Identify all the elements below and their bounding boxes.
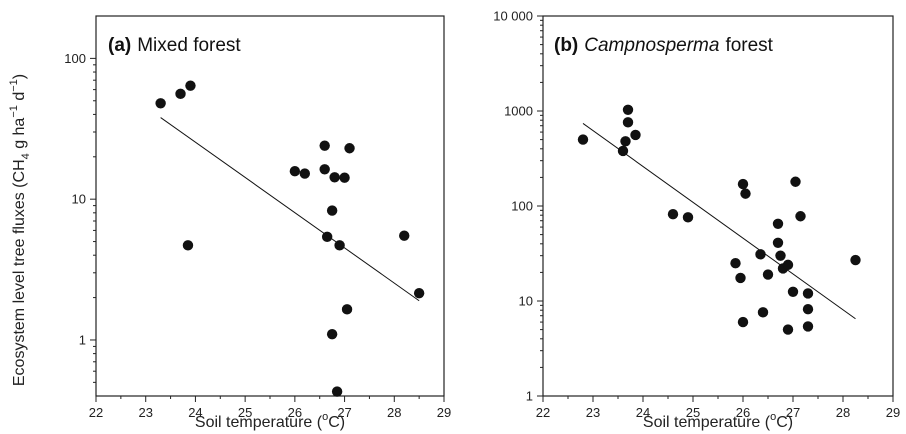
- panel-b-data-point: [795, 211, 806, 222]
- panel-a-data-point: [321, 231, 333, 243]
- panel-b-data-point: [755, 249, 766, 260]
- panel-b-data-point: [762, 269, 774, 280]
- panel-b-data-point: [790, 176, 801, 187]
- panel-a-data-point: [329, 172, 340, 183]
- panel-a-data-point: [185, 80, 196, 91]
- y-axis-title: Ecosystem level tree fluxes (CH4 g ha−1 …: [8, 74, 32, 386]
- panel-b-data-point: [617, 145, 629, 157]
- panel-b-data-point: [620, 136, 631, 147]
- panel-b-x-tick-label: 22: [536, 405, 550, 420]
- panel-a-y-tick-label: 1: [79, 332, 86, 347]
- panel-a-data-point: [326, 205, 338, 216]
- panel-a-y-tick-label: 10: [72, 192, 86, 207]
- panel-a-data-point: [326, 328, 338, 340]
- panel-b-y-tick-label: 10: [519, 294, 533, 309]
- panel-b-x-tick-label: 25: [686, 405, 700, 420]
- panel-b-data-point: [577, 134, 589, 145]
- panel-a-data-point: [155, 98, 166, 109]
- panel-a-x-tick-label: 23: [138, 405, 152, 420]
- panel-a-mixed-forest: (a) Mixed forest 22 23 24 25 26 27 28 29 1 10 100 S…: [64, 15, 451, 431]
- panel-b-x-tick-label: 29: [886, 405, 900, 420]
- panel-b-y-tick-label: 100: [511, 199, 533, 214]
- panel-a-data-point: [339, 172, 350, 183]
- panel-a-data-point: [319, 140, 330, 151]
- panel-b-data-point: [737, 178, 749, 190]
- panel-b-data-point: [802, 321, 814, 332]
- panel-a-data-point: [299, 168, 310, 179]
- panel-a-data-point: [399, 230, 410, 241]
- panel-a-marks: 22 23 24 25 26 27 28 29 1 10 100: [64, 51, 451, 420]
- panel-a-x-tick-label: 29: [437, 405, 451, 420]
- panel-b-data-point: [772, 237, 784, 248]
- panel-b-data-point: [757, 307, 769, 318]
- panel-b-campnosperma-forest: (b) Campnosperma forest 22 23 24 25 26 27 28 29 1 1…: [493, 9, 900, 432]
- panel-a-x-tick-label: 28: [387, 405, 401, 420]
- panel-b-data-point: [682, 212, 694, 223]
- panel-b-data-point: [787, 286, 799, 297]
- panel-a-data-point: [319, 164, 330, 175]
- panel-a-data-point: [182, 240, 194, 251]
- panel-a-data-point: [331, 386, 343, 397]
- panel-a-fit-line: [160, 117, 420, 302]
- panel-b-data-point: [802, 303, 814, 315]
- panel-b-y-tick-label: 1: [526, 389, 533, 404]
- panel-a-data-point: [334, 240, 345, 251]
- panel-b-data-point: [782, 324, 794, 335]
- panel-a-plot-frame: [95, 15, 445, 397]
- panel-a-x-tick-label: 22: [89, 405, 103, 420]
- panel-a-data-point: [289, 166, 301, 177]
- panel-a-data-point: [341, 304, 353, 315]
- panel-b-data-point: [740, 188, 751, 199]
- panel-b-data-point: [782, 259, 794, 271]
- panel-b-data-point: [622, 117, 634, 128]
- panel-b-plot-frame: [542, 15, 894, 397]
- panel-b-data-point: [775, 250, 786, 261]
- panel-b-x-tick-label: 27: [786, 405, 800, 420]
- panel-b-title: (b) Campnosperma forest: [554, 35, 774, 56]
- panel-a-x-tick-label: 25: [238, 405, 252, 420]
- panel-a-x-axis-title: Soil temperature (oC): [195, 411, 345, 431]
- panel-b-x-tick-label: 28: [836, 405, 850, 420]
- panel-b-data-point: [730, 257, 741, 269]
- panel-b-data-point: [622, 104, 634, 115]
- panel-b-x-tick-label: 26: [736, 405, 750, 420]
- panel-a-data-point: [344, 143, 355, 154]
- panel-b-y-tick-label: 10 000: [493, 9, 533, 24]
- panel-b-data-point: [735, 272, 746, 284]
- panel-b-fit-line: [582, 123, 856, 320]
- panel-b-marks: 22 23 24 25 26 27 28 29 1 10 100 1000 10 000: [493, 9, 900, 421]
- panel-a-x-tick-label: 26: [288, 405, 302, 420]
- panel-a-y-tick-label: 100: [64, 51, 86, 66]
- panel-b-x-tick-label: 23: [586, 405, 600, 420]
- panel-a-title: (a) Mixed forest: [108, 35, 241, 56]
- panel-b-data-point: [667, 208, 679, 220]
- panel-a-data-point: [175, 88, 186, 100]
- panel-b-x-tick-label: 24: [636, 405, 650, 420]
- panel-b-data-point: [802, 288, 814, 299]
- panel-b-y-tick-label: 1000: [504, 104, 533, 119]
- panel-b-x-axis-title: Soil temperature (oC): [643, 411, 793, 431]
- panel-b-data-point: [772, 218, 784, 229]
- panel-a-x-tick-label: 27: [337, 405, 351, 420]
- panel-b-data-point: [630, 129, 641, 141]
- panel-b-data-point: [850, 254, 861, 266]
- panel-a-data-point: [413, 287, 425, 299]
- panel-a-x-tick-label: 24: [188, 405, 202, 420]
- panel-b-data-point: [737, 316, 749, 328]
